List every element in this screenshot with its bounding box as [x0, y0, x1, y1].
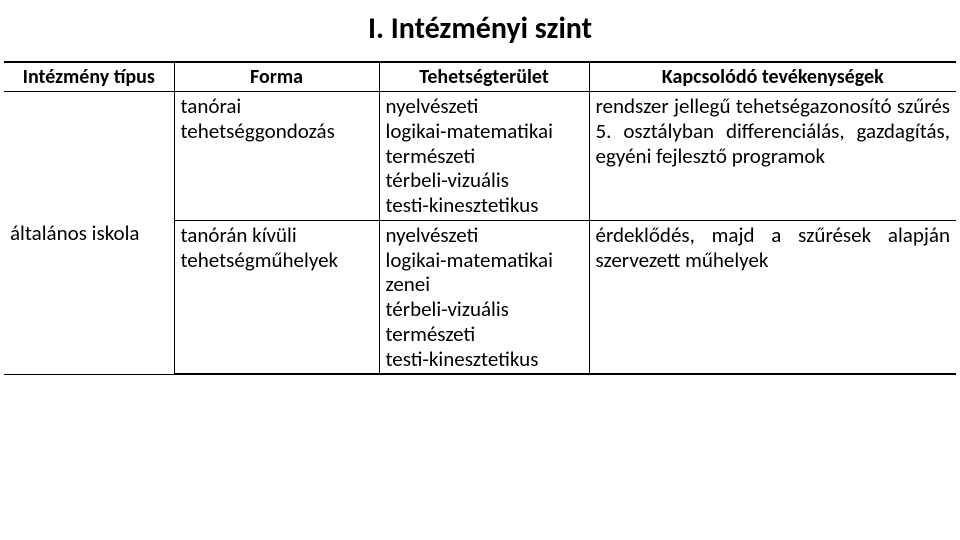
page-title: I. Intézményi szint: [4, 10, 956, 47]
col-header-tevekenyseg: Kapcsolódó tevékenységek: [589, 62, 956, 92]
cell-institution-type: általános iskola: [4, 92, 174, 375]
cell-terulet: nyelvészeti logikai-matematikai természe…: [379, 92, 589, 221]
col-header-type: Intézmény típus: [4, 62, 174, 92]
col-header-forma: Forma: [174, 62, 379, 92]
col-header-terulet: Tehetségterület: [379, 62, 589, 92]
cell-tevekenyseg: érdeklődés, majd a szűrések alapján szer…: [589, 220, 956, 374]
cell-forma: tanórán kívüli tehetségműhelyek: [174, 220, 379, 374]
table-header-row: Intézmény típus Forma Tehetségterület Ka…: [4, 62, 956, 92]
content-table: Intézmény típus Forma Tehetségterület Ka…: [4, 61, 956, 375]
cell-forma: tanórai tehetséggondozás: [174, 92, 379, 221]
cell-tevekenyseg: rendszer jellegű tehetségazo­nosító szűr…: [589, 92, 956, 221]
cell-terulet: nyelvészeti logikai-matematikai zenei té…: [379, 220, 589, 374]
slide-page: I. Intézményi szint Intézmény típus Form…: [0, 0, 960, 540]
table-row: általános iskola tanórai tehetséggondozá…: [4, 92, 956, 221]
